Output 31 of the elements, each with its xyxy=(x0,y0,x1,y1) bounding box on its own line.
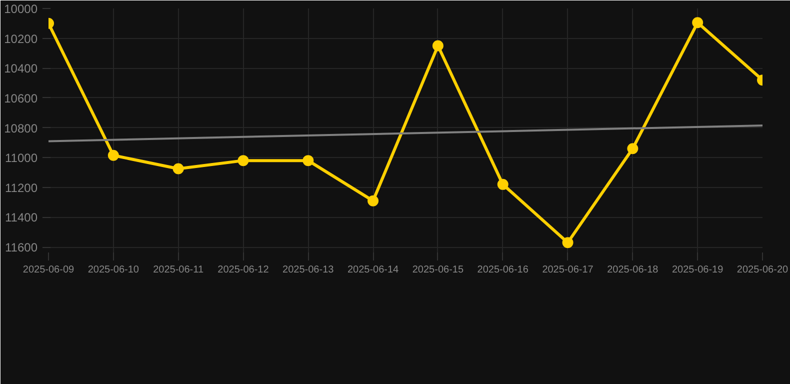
y-tick-label: 10800 xyxy=(4,121,38,136)
x-tick-label: 2025-06-13 xyxy=(282,264,334,276)
y-tick-label: 10600 xyxy=(4,91,38,106)
point xyxy=(302,155,314,166)
point xyxy=(432,40,444,52)
x-tick-label: 2025-06-14 xyxy=(347,264,400,276)
point xyxy=(627,143,638,154)
y-tick-label: 11200 xyxy=(5,180,38,195)
x-tick-label: 2025-06-17 xyxy=(542,264,594,276)
x-tick-label: 2025-06-11 xyxy=(153,264,204,276)
x-tick-label: 2025-06-15 xyxy=(412,264,464,276)
x-tick-label: 2025-06-16 xyxy=(477,264,529,276)
x-tick-label: 2025-06-12 xyxy=(218,264,270,276)
point xyxy=(692,17,704,28)
x-tick-label: 2025-06-09 xyxy=(22,264,75,276)
point xyxy=(562,237,574,248)
x-tick-label: 2025-06-20 xyxy=(736,264,789,276)
point xyxy=(238,155,249,166)
x-tick-label: 2025-06-18 xyxy=(607,264,659,276)
y-tick-label: 10200 xyxy=(4,32,38,46)
point xyxy=(172,163,184,174)
y-tick-label: 10000 xyxy=(4,2,38,16)
y-tick-label: 11000 xyxy=(5,151,38,166)
point xyxy=(108,150,119,161)
y-tick-label: 11600 xyxy=(5,240,38,255)
x-tick-label: 2025-06-19 xyxy=(672,264,724,276)
y-tick-label: 11400 xyxy=(5,210,38,225)
x-tick-label: 2025-06-10 xyxy=(88,264,140,276)
point xyxy=(368,195,379,206)
y-tick-label: 10400 xyxy=(4,62,38,76)
point xyxy=(497,178,508,190)
